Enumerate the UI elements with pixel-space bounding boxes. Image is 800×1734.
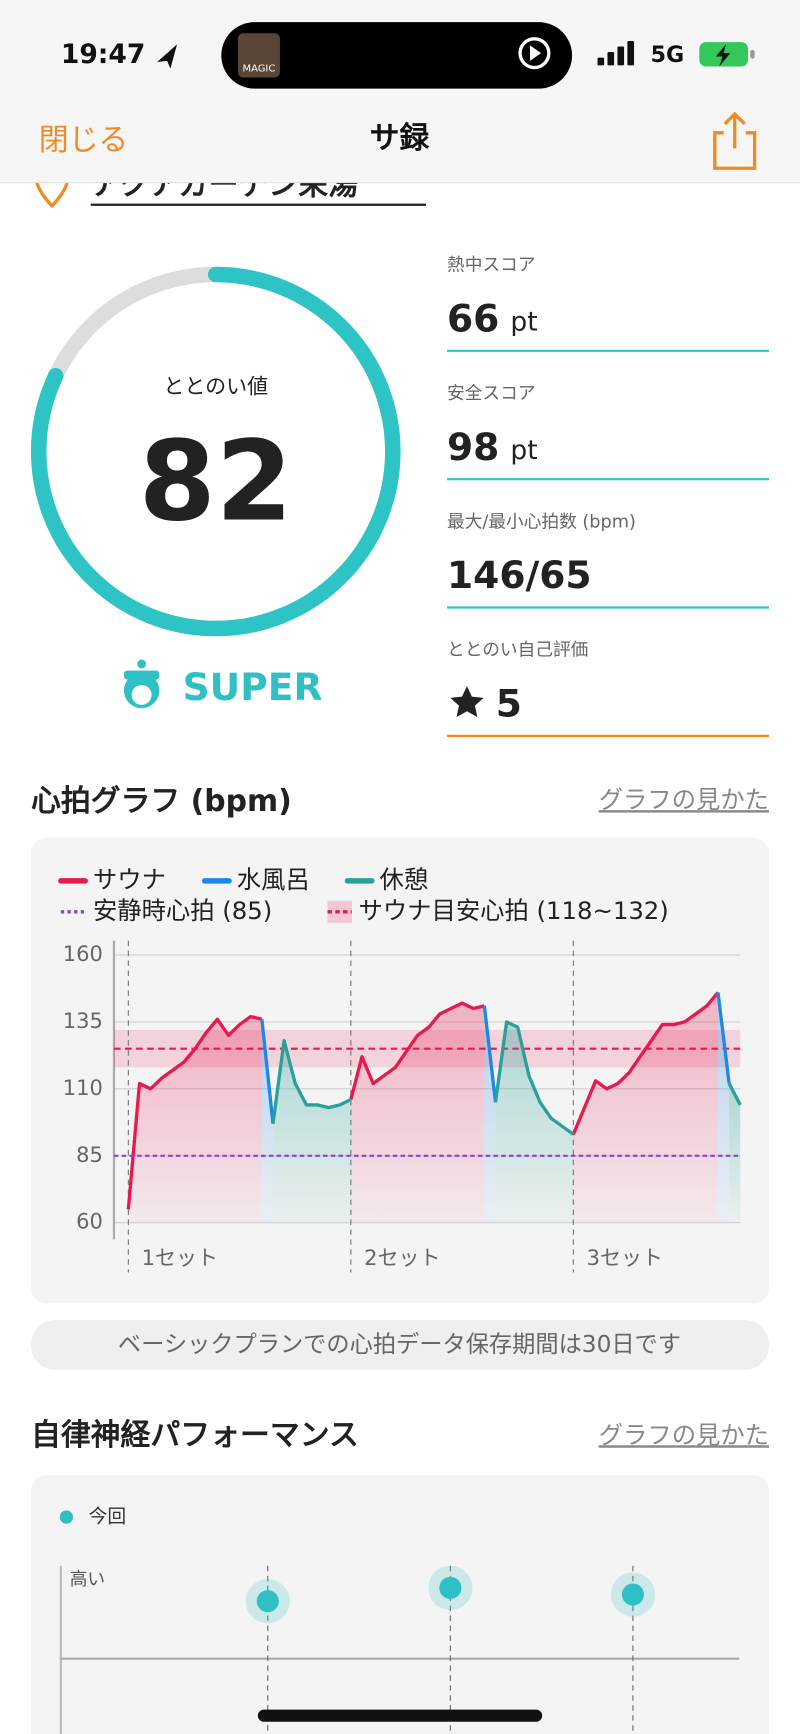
metric-label: ととのい自己評価	[447, 640, 588, 661]
area	[717, 992, 730, 1223]
metric-value: 98	[447, 425, 499, 469]
metric-label: 安全スコア	[447, 383, 535, 404]
area	[729, 1083, 741, 1223]
set-label: 2セット	[364, 1245, 440, 1270]
points	[245, 1565, 656, 1624]
album-art	[237, 33, 280, 78]
nav-title: サ録	[370, 121, 431, 156]
series-line	[271, 1020, 742, 1136]
charging	[715, 44, 731, 67]
share-button[interactable]	[713, 111, 757, 170]
battery-cap	[750, 49, 755, 59]
legend-label: サウナ目安心拍 (118~132)	[359, 896, 669, 925]
metric-unit: pt	[510, 435, 537, 466]
clock: 19:47	[61, 39, 146, 70]
legend-dot	[59, 1510, 74, 1524]
legend-label: 安静時心拍 (85)	[93, 896, 272, 925]
play-triangle	[530, 45, 542, 61]
legend-label: サウナ	[93, 865, 166, 894]
section-title: 自律神経パフォーマンス	[31, 1418, 359, 1453]
network: 5G	[651, 42, 685, 68]
y-tick-label: 85	[76, 1142, 103, 1167]
metric-unit: pt	[510, 307, 537, 338]
home-indicator	[257, 1709, 543, 1722]
set-label: 1セット	[142, 1245, 218, 1270]
content: アクアガーデン栄湯 ととのい値 82 SUPER 心拍グラフ (bpm) グラフ…	[30, 162, 770, 1734]
area	[350, 1003, 485, 1223]
area	[484, 1005, 496, 1223]
set-label: 3セット	[587, 1245, 663, 1270]
album-title: MAGIC	[243, 64, 276, 75]
rank-icon	[123, 659, 160, 709]
notice: ベーシックプランでの心拍データ保存期間は30日です	[118, 1331, 681, 1358]
rank: SUPER	[183, 665, 323, 709]
series-line	[126, 991, 720, 1210]
area	[495, 1021, 574, 1223]
y-tick-label: 160	[63, 941, 103, 966]
notice-pill	[30, 1320, 770, 1370]
metric-value: 146/65	[447, 553, 592, 597]
legend-label: 水風呂	[237, 865, 310, 894]
location-arrow	[157, 44, 178, 69]
metric-value: 66	[447, 296, 499, 340]
chart-card	[30, 1475, 770, 1734]
axis-label: 高い	[70, 1569, 105, 1590]
help-link[interactable]: グラフの見かた	[599, 1420, 769, 1449]
metric-label: 最大/最小心拍数 (bpm)	[447, 511, 636, 532]
section-title: 心拍グラフ (bpm)	[31, 784, 292, 819]
y-tick-label: 110	[63, 1075, 103, 1100]
close-button[interactable]: 閉じる	[39, 123, 129, 158]
guides	[267, 1565, 634, 1734]
area	[261, 1019, 273, 1223]
series-line	[260, 992, 731, 1124]
area	[573, 992, 718, 1223]
area	[272, 1040, 351, 1223]
dynamic-island	[221, 22, 573, 89]
play-icon	[518, 37, 551, 70]
y-tick-label: 60	[76, 1209, 103, 1234]
area	[128, 1016, 262, 1223]
score-value: 82	[139, 417, 293, 546]
signal	[597, 40, 635, 66]
star-icon	[450, 686, 484, 718]
help-link[interactable]: グラフの見かた	[599, 785, 769, 814]
score-label: ととのい値	[163, 373, 268, 398]
y-tick-label: 135	[63, 1008, 103, 1033]
legend-label: 今回	[89, 1506, 127, 1528]
legend-label: 休憩	[380, 865, 429, 894]
metric-value: 5	[496, 682, 522, 726]
metric-label: 熱中スコア	[447, 255, 535, 276]
score-ring	[30, 266, 401, 637]
header: 19:47 MAGIC 5G 閉じる サ録	[0, 0, 800, 184]
